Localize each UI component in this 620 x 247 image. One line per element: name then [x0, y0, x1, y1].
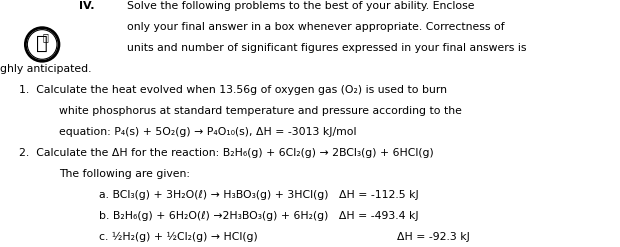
- Text: units and number of significant figures expressed in your final answers is: units and number of significant figures …: [127, 43, 526, 53]
- Text: ✊: ✊: [37, 34, 48, 53]
- Text: b. B₂H₆(g) + 6H₂O(ℓ) →2H₃BO₃(g) + 6H₂(g)   ΔH = -493.4 kJ: b. B₂H₆(g) + 6H₂O(ℓ) →2H₃BO₃(g) + 6H₂(g)…: [99, 211, 419, 221]
- Text: ΔH = -92.3 kJ: ΔH = -92.3 kJ: [397, 232, 470, 242]
- Text: c. ½H₂(g) + ½Cl₂(g) → HCl(g): c. ½H₂(g) + ½Cl₂(g) → HCl(g): [99, 232, 258, 242]
- Text: only your final answer in a box whenever appropriate. Correctness of: only your final answer in a box whenever…: [127, 22, 505, 32]
- Text: 🔧: 🔧: [42, 32, 48, 42]
- Text: a. BCl₃(g) + 3H₂O(ℓ) → H₃BO₃(g) + 3HCl(g)   ΔH = -112.5 kJ: a. BCl₃(g) + 3H₂O(ℓ) → H₃BO₃(g) + 3HCl(g…: [99, 190, 419, 200]
- Text: ghly anticipated.: ghly anticipated.: [0, 64, 92, 74]
- Text: white phosphorus at standard temperature and pressure according to the: white phosphorus at standard temperature…: [59, 106, 462, 116]
- Text: 1.  Calculate the heat evolved when 13.56g of oxygen gas (O₂) is used to burn: 1. Calculate the heat evolved when 13.56…: [19, 85, 446, 95]
- Text: equation: P₄(s) + 5O₂(g) → P₄O₁₀(s), ΔH = -3013 kJ/mol: equation: P₄(s) + 5O₂(g) → P₄O₁₀(s), ΔH …: [59, 127, 356, 137]
- Text: IV.: IV.: [79, 1, 94, 11]
- Text: 2.  Calculate the ΔH for the reaction: B₂H₆(g) + 6Cl₂(g) → 2BCl₃(g) + 6HCl(g): 2. Calculate the ΔH for the reaction: B₂…: [19, 148, 433, 158]
- Text: The following are given:: The following are given:: [59, 169, 190, 179]
- Text: Solve the following problems to the best of your ability. Enclose: Solve the following problems to the best…: [127, 1, 474, 11]
